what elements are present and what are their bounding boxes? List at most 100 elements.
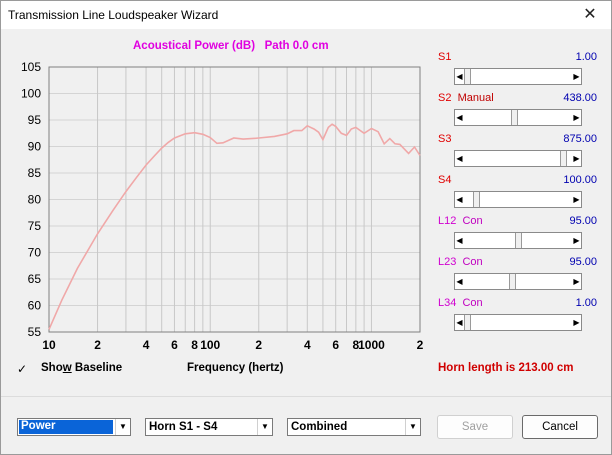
slider-value-s2: 438.00 (563, 92, 597, 104)
power-curve (48, 123, 421, 330)
view-dropdown-value: Combined (291, 421, 348, 433)
x-tick-label: 6 (332, 338, 339, 352)
y-tick-label: 55 (28, 325, 42, 339)
cancel-button[interactable]: Cancel (522, 415, 598, 439)
scroll-right-icon[interactable]: ▶ (573, 236, 580, 245)
y-tick-label: 60 (28, 299, 42, 313)
slider-name: S3 (438, 133, 452, 145)
separator (1, 396, 611, 397)
slider-s1[interactable]: ◀ ▶ (454, 68, 582, 85)
chevron-down-icon[interactable]: ▼ (115, 419, 130, 435)
slider-name: L34 (438, 297, 457, 309)
slider-value-l12: 95.00 (569, 215, 597, 227)
slider-l34[interactable]: ◀ ▶ (454, 314, 582, 331)
y-tick-label: 100 (21, 87, 41, 101)
scroll-left-icon[interactable]: ◀ (456, 195, 463, 204)
slider-value-s1: 1.00 (575, 51, 597, 63)
scroll-right-icon[interactable]: ▶ (573, 113, 580, 122)
y-tick-label: 105 (21, 60, 41, 74)
slider-thumb[interactable] (473, 192, 481, 207)
scroll-right-icon[interactable]: ▶ (573, 318, 580, 327)
chart-title: Acoustical Power (dB) Path 0.0 cm (133, 40, 329, 52)
chevron-down-icon[interactable]: ▼ (257, 419, 272, 435)
mode-dropdown-value: Power (19, 420, 113, 434)
slider-thumb[interactable] (509, 274, 517, 289)
view-dropdown[interactable]: Combined ▼ (287, 418, 421, 436)
range-dropdown[interactable]: Horn S1 - S4 ▼ (145, 418, 273, 436)
x-tick-label: 6 (171, 338, 178, 352)
slider-mode: Con (456, 256, 483, 268)
y-tick-label: 85 (28, 166, 42, 180)
mode-dropdown[interactable]: Power ▼ (17, 418, 131, 436)
slider-l23[interactable]: ◀ ▶ (454, 273, 582, 290)
chart-gridlines (48, 66, 421, 333)
scroll-right-icon[interactable]: ▶ (573, 195, 580, 204)
x-tick-label: 4 (143, 338, 150, 352)
scroll-right-icon[interactable]: ▶ (573, 72, 580, 81)
slider-value-s3: 875.00 (563, 133, 597, 145)
x-tick-label: 8 (352, 338, 359, 352)
x-tick-label: 2 (94, 338, 101, 352)
slider-label-s2: S2 Manual (438, 92, 494, 104)
scroll-left-icon[interactable]: ◀ (456, 318, 463, 327)
slider-thumb[interactable] (514, 233, 522, 248)
plot-frame (48, 66, 421, 333)
x-tick-label: 4 (304, 338, 311, 352)
slider-thumb[interactable] (464, 69, 471, 84)
y-axis-labels: 105 100 95 90 85 80 75 70 65 60 55 (21, 60, 41, 339)
x-tick-label: 2 (417, 338, 424, 352)
slider-thumb[interactable] (511, 110, 519, 125)
scroll-left-icon[interactable]: ◀ (456, 72, 463, 81)
x-tick-label: 2 (255, 338, 262, 352)
frequency-axis-label: Frequency (hertz) (187, 362, 284, 374)
y-tick-label: 80 (28, 193, 42, 207)
slider-mode: Manual (451, 92, 494, 104)
scroll-right-icon[interactable]: ▶ (573, 277, 580, 286)
slider-label-s1: S1 (438, 51, 451, 63)
y-tick-label: 65 (28, 272, 42, 286)
scroll-left-icon[interactable]: ◀ (456, 236, 463, 245)
slider-label-s4: S4 (438, 174, 451, 186)
x-tick-label: 1000 (358, 338, 385, 352)
slider-name: L12 (438, 215, 457, 227)
slider-s2[interactable]: ◀ ▶ (454, 109, 582, 126)
slider-label-l34: L34 Con (438, 297, 483, 309)
y-tick-label: 90 (28, 140, 42, 154)
y-tick-label: 75 (28, 219, 42, 233)
x-tick-label: 8 (191, 338, 198, 352)
slider-name: S4 (438, 174, 452, 186)
slider-s3[interactable]: ◀ ▶ (454, 150, 582, 167)
slider-label-l23: L23 Con (438, 256, 483, 268)
scroll-left-icon[interactable]: ◀ (456, 154, 463, 163)
slider-label-l12: L12 Con (438, 215, 483, 227)
slider-name: L23 (438, 256, 457, 268)
slider-value-l23: 95.00 (569, 256, 597, 268)
chevron-down-icon[interactable]: ▼ (405, 419, 420, 435)
save-button[interactable]: Save (437, 415, 513, 439)
scroll-left-icon[interactable]: ◀ (456, 113, 463, 122)
slider-thumb[interactable] (464, 315, 471, 330)
slider-l12[interactable]: ◀ ▶ (454, 232, 582, 249)
slider-s4[interactable]: ◀ ▶ (454, 191, 582, 208)
x-tick-label: 10 (42, 338, 56, 352)
slider-value-l34: 1.00 (575, 297, 597, 309)
slider-value-s4: 100.00 (563, 174, 597, 186)
y-tick-label: 95 (28, 113, 42, 127)
slider-mode: Con (456, 297, 483, 309)
show-baseline-label[interactable]: Show Baseline (41, 362, 123, 374)
show-baseline-checkbox[interactable]: ✓ (17, 362, 28, 376)
range-dropdown-value: Horn S1 - S4 (149, 421, 218, 433)
window-title: Transmission Line Loudspeaker Wizard (8, 8, 219, 22)
scroll-right-icon[interactable]: ▶ (573, 154, 580, 163)
horn-length-text: Horn length is 213.00 cm (438, 362, 574, 374)
x-tick-label: 100 (200, 338, 220, 352)
slider-thumb[interactable] (559, 151, 567, 166)
slider-name: S2 (438, 92, 452, 104)
scroll-left-icon[interactable]: ◀ (456, 277, 463, 286)
y-tick-label: 70 (28, 246, 42, 260)
close-icon[interactable]: ✕ (583, 6, 597, 23)
title-bar: Transmission Line Loudspeaker Wizard ✕ (1, 1, 611, 29)
